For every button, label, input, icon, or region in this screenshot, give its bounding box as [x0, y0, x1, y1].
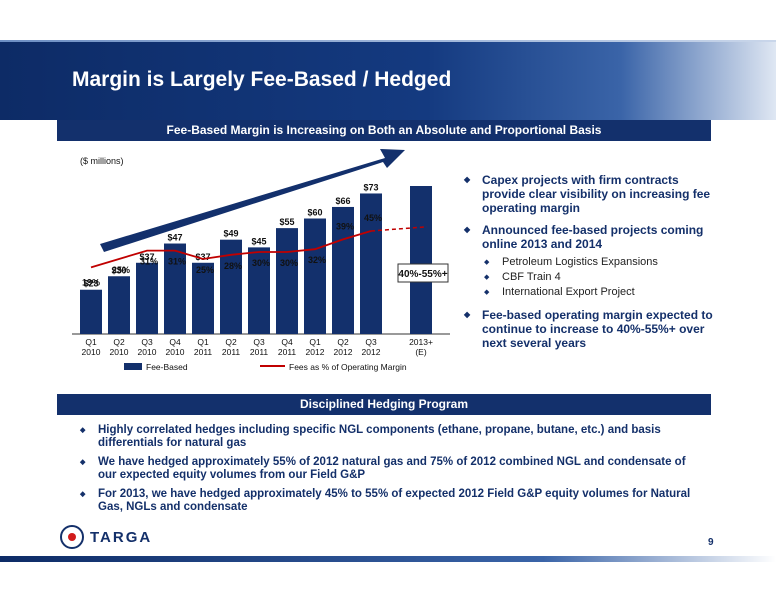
trend-arrow-icon [100, 149, 405, 252]
targa-logo-icon [60, 525, 84, 549]
x-tick-label: 2011 [194, 347, 213, 357]
bar-value-label: $37 [139, 252, 154, 262]
line-fee-percent [90, 230, 372, 269]
x-tick-label: 2012 [306, 347, 325, 357]
bar-value-label: $60 [307, 208, 322, 218]
bar-fee-based [192, 262, 214, 334]
right-bullet-1: Capex projects with firm contracts provi… [462, 173, 722, 215]
x-tick-label: 2012 [334, 347, 353, 357]
legend-swatch-fee-based [124, 363, 142, 370]
bar-fee-based [164, 243, 186, 334]
sub-bullet-2: CBF Train 4 [482, 270, 722, 285]
footer-line [0, 556, 776, 562]
bar-value-label: $47 [167, 233, 182, 243]
bar-projection [410, 186, 432, 334]
x-tick-label: 2011 [250, 347, 269, 357]
x-tick-label: (E) [415, 347, 427, 357]
bar-value-label: $49 [223, 229, 238, 239]
x-tick-label: 2011 [222, 347, 241, 357]
x-tick-label: 2010 [82, 347, 101, 357]
projection-label-box [397, 263, 449, 283]
bar-value-label: $55 [279, 217, 294, 227]
targa-logo: TARGA [60, 525, 190, 551]
bar-fee-based [80, 289, 102, 334]
line-value-label: 30% [252, 258, 270, 268]
section-title-hedging: Disciplined Hedging Program [57, 394, 711, 415]
line-value-label: 19% [82, 277, 100, 287]
line-value-label: 45% [364, 213, 382, 223]
bar-fee-based [108, 276, 130, 334]
line-value-label: 31% [168, 257, 186, 267]
bar-fee-based [248, 247, 270, 334]
x-tick-label: 2012 [362, 347, 381, 357]
line-projection-dashed [370, 226, 428, 232]
sub-bullet-list: Petroleum Logistics Expansions CBF Train… [482, 255, 722, 300]
x-tick-label: Q2 [337, 337, 349, 347]
sub-bullet-1: Petroleum Logistics Expansions [482, 255, 722, 270]
line-value-label: 32% [308, 255, 326, 265]
right-bullet-3: Fee-based operating margin expected to c… [462, 308, 722, 350]
section-title-fee-margin: Fee-Based Margin is Increasing on Both a… [57, 120, 711, 141]
legend-label-fee-based: Fee-Based [146, 362, 188, 372]
right-bullet-list: Capex projects with firm contracts provi… [462, 173, 722, 358]
x-tick-label: 2010 [166, 347, 185, 357]
right-bullet-2: Announced fee-based projects coming onli… [462, 223, 722, 300]
line-value-label: 30% [280, 258, 298, 268]
x-tick-label: Q4 [281, 337, 293, 347]
x-tick-label: Q3 [253, 337, 265, 347]
x-tick-label: 2010 [138, 347, 157, 357]
bar-value-label: $73 [363, 182, 378, 192]
line-value-label: 25% [196, 265, 214, 275]
line-value-label: 31% [140, 257, 158, 267]
legend-label-fee-percent: Fees as % of Operating Margin [289, 362, 407, 372]
units-label: ($ millions) [80, 156, 124, 166]
page-title: Margin is Largely Fee-Based / Hedged [72, 68, 452, 91]
bar-value-label: $23 [83, 279, 98, 289]
page-number: 9 [708, 537, 714, 548]
line-value-label: 28% [224, 261, 242, 271]
bar-value-label: $30 [111, 265, 126, 275]
x-tick-label: Q2 [113, 337, 125, 347]
bar-value-label: $66 [335, 196, 350, 206]
bottom-bullet-2: We have hedged approximately 55% of 2012… [80, 456, 700, 482]
bar-fee-based [136, 262, 158, 334]
bar-value-label: $37 [195, 252, 210, 262]
fee-margin-chart: $23 $30 $37 $47 $37 $49 $45 $55 $60 $66 $73 19% 25% 3… [72, 149, 450, 372]
header-banner [0, 42, 776, 120]
bottom-bullet-3: For 2013, we have hedged approximately 4… [80, 488, 700, 514]
x-tick-label: 2013+ [409, 337, 433, 347]
projection-label: 40%-55%+ [398, 269, 447, 280]
x-tick-label: 2011 [278, 347, 297, 357]
x-tick-label: Q1 [309, 337, 321, 347]
sub-bullet-3: International Export Project [482, 285, 722, 300]
x-tick-label: Q1 [197, 337, 209, 347]
x-tick-label: Q2 [225, 337, 237, 347]
x-tick-label: 2010 [110, 347, 129, 357]
bar-value-label: $45 [251, 236, 266, 246]
bar-fee-based [276, 228, 298, 334]
line-value-label: 39% [336, 221, 354, 231]
bottom-bullet-list: Highly correlated hedges including speci… [80, 424, 700, 520]
x-tick-label: Q3 [141, 337, 153, 347]
x-tick-label: Q1 [85, 337, 97, 347]
bottom-bullet-1: Highly correlated hedges including speci… [80, 424, 700, 450]
bar-fee-based [304, 218, 326, 334]
logo-text: TARGA [90, 529, 153, 546]
x-tick-label: Q3 [365, 337, 377, 347]
bar-fee-based [360, 193, 382, 334]
bar-fee-based [220, 239, 242, 334]
line-value-label: 25% [112, 265, 130, 275]
bar-fee-based [332, 206, 354, 334]
x-tick-label: Q4 [169, 337, 181, 347]
